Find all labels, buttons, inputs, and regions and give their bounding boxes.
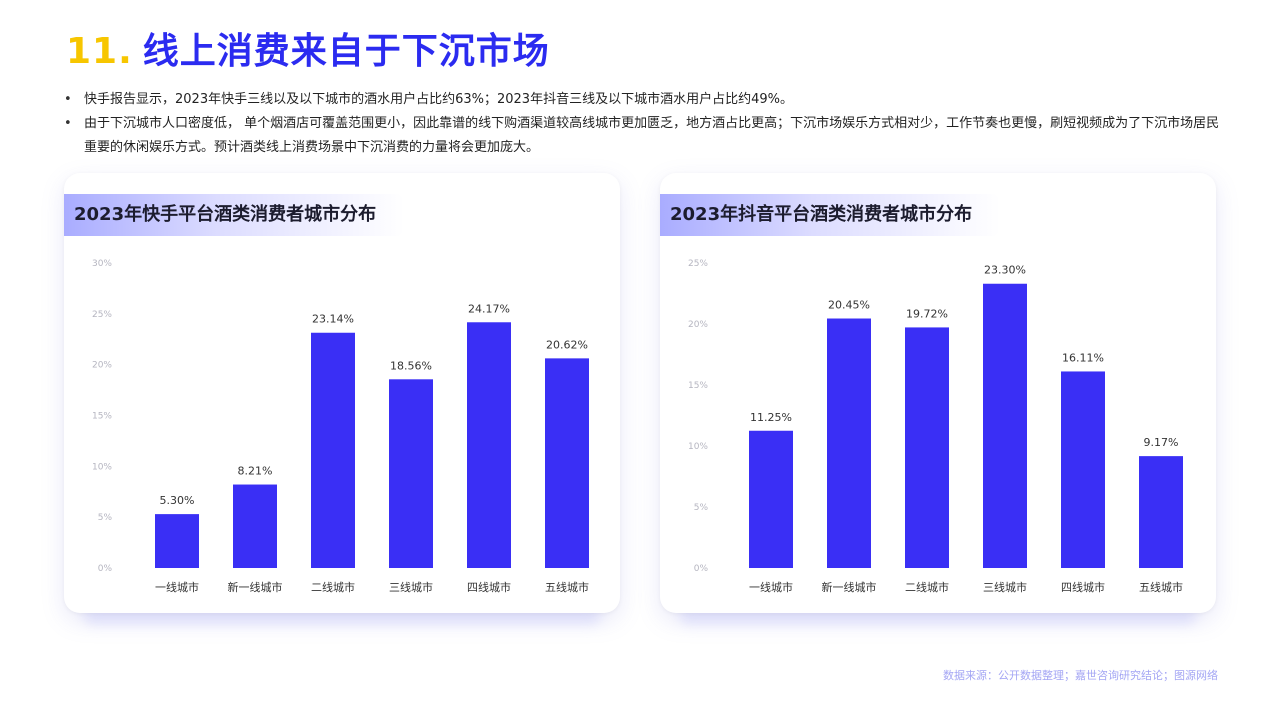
data-label: 5.30% [160, 494, 195, 507]
y-tick-label: 25% [92, 310, 112, 320]
bar [233, 484, 277, 568]
bar [905, 327, 949, 568]
x-tick-label: 二线城市 [311, 580, 355, 594]
bar [155, 514, 199, 568]
kuaishou-bar-chart: 0% 5% 10% 15% 20% 25% 30% 5.30% 一线城市 8.21% 新一线城市 23… [92, 259, 589, 594]
chart-title: 2023年抖音平台酒类消费者城市分布 [660, 194, 1000, 236]
bar [983, 283, 1027, 568]
y-tick-label: 10% [688, 442, 708, 452]
bar [749, 430, 793, 568]
y-tick-label: 5% [694, 503, 709, 513]
x-tick-label: 一线城市 [155, 580, 199, 594]
kuaishou-chart-card: 2023年快手平台酒类消费者城市分布 0% 5% 10% 15% 20% 25% 30% 5.… [64, 173, 620, 613]
data-label: 20.45% [828, 299, 870, 312]
x-tick-label: 一线城市 [749, 580, 793, 594]
chart-title: 2023年快手平台酒类消费者城市分布 [64, 194, 404, 236]
page-title: 11. 线上消费来自于下沉市场 [66, 22, 550, 74]
bullet-item: 由于下沉城市人口密度低， 单个烟酒店可覆盖范围更小，因此靠谱的线下购酒渠道较高线… [64, 112, 1224, 160]
bar [1061, 371, 1105, 568]
data-label: 23.30% [984, 264, 1026, 277]
x-tick-label: 四线城市 [467, 580, 511, 594]
y-tick-label: 20% [688, 320, 708, 330]
summary-bullets: 快手报告显示，2023年快手三线以及以下城市的酒水用户占比约63%；2023年抖… [64, 88, 1224, 160]
y-tick-label: 0% [694, 564, 709, 574]
x-tick-label: 二线城市 [905, 580, 949, 594]
data-label: 18.56% [390, 359, 432, 372]
data-label: 16.11% [1062, 351, 1104, 364]
data-source-note: 数据来源：公开数据整理；嘉世咨询研究结论；图源网络 [943, 669, 1218, 682]
data-label: 11.25% [750, 411, 792, 424]
data-label: 19.72% [906, 307, 948, 320]
data-label: 24.17% [468, 302, 510, 315]
x-tick-label: 新一线城市 [822, 580, 877, 594]
bar [311, 332, 355, 568]
x-tick-label: 新一线城市 [228, 580, 283, 594]
y-tick-label: 15% [92, 412, 112, 422]
page-title-text: 线上消费来自于下沉市场 [142, 31, 550, 72]
y-tick-label: 10% [92, 462, 112, 472]
x-tick-label: 五线城市 [1139, 580, 1183, 594]
bar [545, 358, 589, 568]
data-label: 23.14% [312, 313, 354, 326]
bar [467, 322, 511, 568]
x-tick-label: 五线城市 [545, 580, 589, 594]
x-tick-label: 三线城市 [389, 580, 433, 594]
douyin-chart-card: 2023年抖音平台酒类消费者城市分布 0% 5% 10% 15% 20% 25% 11.25… [660, 173, 1216, 613]
y-tick-label: 20% [92, 361, 112, 371]
data-label: 9.17% [1144, 436, 1179, 449]
y-tick-label: 30% [92, 259, 112, 269]
section-number: 11. [66, 31, 133, 72]
y-tick-label: 25% [688, 259, 708, 269]
y-tick-label: 0% [98, 564, 113, 574]
y-tick-label: 15% [688, 381, 708, 391]
x-tick-label: 四线城市 [1061, 580, 1105, 594]
data-label: 20.62% [546, 338, 588, 351]
x-tick-label: 三线城市 [983, 580, 1027, 594]
douyin-bar-chart: 0% 5% 10% 15% 20% 25% 11.25% 一线城市 20.45% 新一线城市 19.… [688, 259, 1183, 594]
bar [827, 318, 871, 568]
data-label: 8.21% [238, 465, 273, 478]
bar [1139, 456, 1183, 568]
bullet-item: 快手报告显示，2023年快手三线以及以下城市的酒水用户占比约63%；2023年抖… [64, 88, 1224, 112]
bar [389, 379, 433, 568]
y-tick-label: 5% [98, 513, 113, 523]
